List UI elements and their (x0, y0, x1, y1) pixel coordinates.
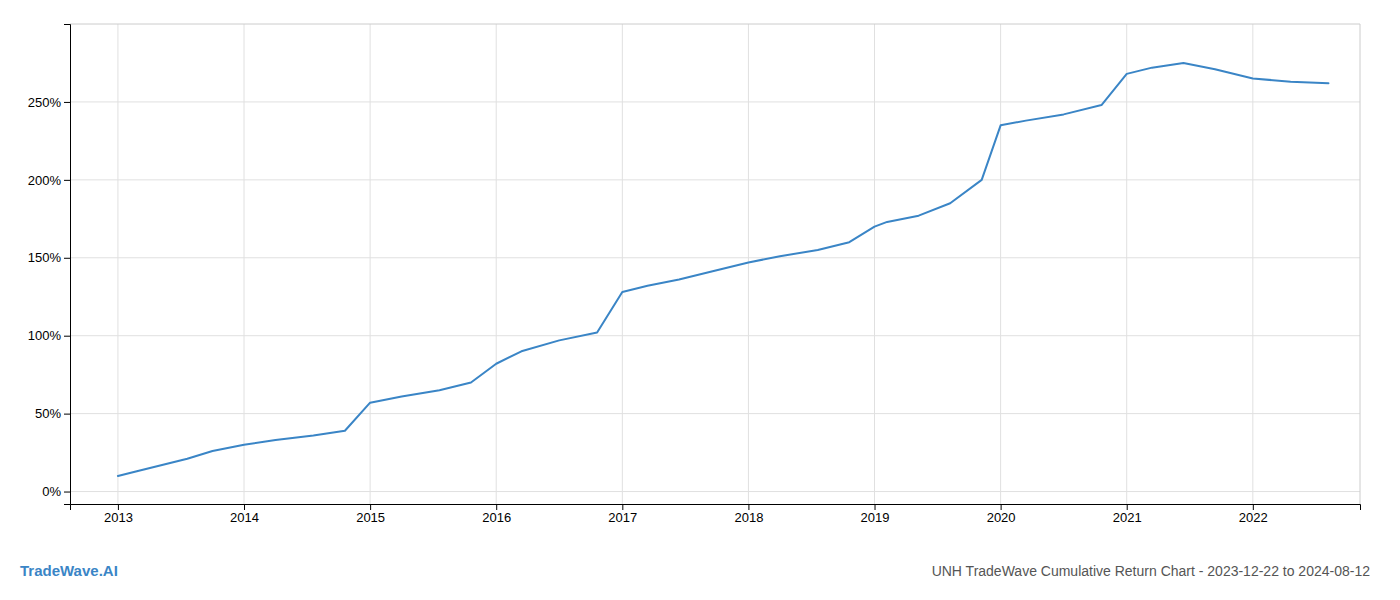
y-tick-mark (64, 492, 70, 493)
x-tick: 2017 (608, 504, 637, 525)
grid-line-x (622, 24, 623, 504)
plot-area: 2013 2014 2015 2016 2017 2018 2019 2020 2021 2022… (28, 24, 1361, 525)
x-tick: 2014 (230, 504, 259, 525)
frame-top (70, 24, 1360, 25)
x-tick-label: 2020 (987, 510, 1016, 525)
chart: 2013 2014 2015 2016 2017 2018 2019 2020 2021 2022… (0, 0, 1400, 600)
grid-line-y (70, 413, 1360, 414)
x-tick: 2013 (104, 504, 133, 525)
grid-line-y (70, 257, 1360, 258)
y-tick-label: 0% (42, 484, 61, 499)
grid-line-y (70, 335, 1360, 336)
y-tick-mark (64, 336, 70, 337)
x-tick-label: 2019 (861, 510, 890, 525)
marks (118, 63, 1329, 476)
x-tick-mark (1127, 504, 1128, 510)
y-tick-label: 150% (28, 250, 62, 265)
x-tick-label: 2022 (1239, 510, 1268, 525)
x-tick-mark (1253, 504, 1254, 510)
grid-line-x (1000, 24, 1001, 504)
x-tick: 2021 (1113, 504, 1142, 525)
x-tick-label: 2013 (104, 510, 133, 525)
y-tick: 250% (28, 95, 70, 110)
grid (70, 24, 1360, 504)
x-tick-label: 2016 (482, 510, 511, 525)
y-tick-mark (64, 414, 70, 415)
grid-line-y (70, 101, 1360, 102)
y-tick-label: 50% (35, 406, 61, 421)
x-tick-mark (748, 504, 749, 510)
x-tick-mark (244, 504, 245, 510)
x-tick-label: 2017 (608, 510, 637, 525)
frame-right (1360, 24, 1361, 504)
y-tick: 100% (28, 328, 70, 343)
x-tick-mark (370, 504, 371, 510)
grid-line-x (496, 24, 497, 504)
y-tick-mark (64, 102, 70, 103)
x-tick: 2019 (861, 504, 890, 525)
grid-line-x (748, 24, 749, 504)
y-tick: 200% (28, 173, 70, 188)
x-tick-label: 2018 (734, 510, 763, 525)
grid-line-x (874, 24, 875, 504)
x-tick-mark (496, 504, 497, 510)
grid-line-x (117, 24, 118, 504)
x-axis-line (71, 505, 1361, 511)
grid-line-x (1126, 24, 1127, 504)
x-tick-mark (875, 504, 876, 510)
grid-line-x (1252, 24, 1253, 504)
y-tick-label: 250% (28, 95, 62, 110)
watermark: TradeWave.AI (20, 562, 118, 579)
y-tick: 0% (42, 484, 70, 499)
x-tick: 2020 (987, 504, 1016, 525)
x-tick: 2022 (1239, 504, 1268, 525)
x-tick-mark (1001, 504, 1002, 510)
y-tick: 50% (35, 406, 70, 421)
x-tick: 2015 (356, 504, 385, 525)
y-axis-line (64, 25, 71, 505)
plot-frame (70, 24, 1360, 504)
grid-line-y (70, 491, 1360, 492)
x-tick-label: 2021 (1113, 510, 1142, 525)
x-tick-label: 2014 (230, 510, 259, 525)
y-axis: 0% 50% 100% 150% 200% 250% (28, 25, 71, 505)
y-tick-label: 200% (28, 173, 62, 188)
x-tick-mark (622, 504, 623, 510)
grid-line-x (370, 24, 371, 504)
grid-line-y (70, 179, 1360, 180)
x-tick: 2018 (734, 504, 763, 525)
x-tick: 2016 (482, 504, 511, 525)
line (118, 63, 1329, 476)
y-tick-label: 100% (28, 328, 62, 343)
y-tick-mark (64, 180, 70, 181)
x-tick-label: 2015 (356, 510, 385, 525)
title: UNH TradeWave Cumulative Return Chart - … (932, 563, 1371, 579)
x-axis: 2013 2014 2015 2016 2017 2018 2019 2020 2021 2022 (71, 504, 1361, 525)
x-tick-mark (118, 504, 119, 510)
grid-line-x (244, 24, 245, 504)
y-tick-mark (64, 258, 70, 259)
y-tick: 150% (28, 250, 70, 265)
